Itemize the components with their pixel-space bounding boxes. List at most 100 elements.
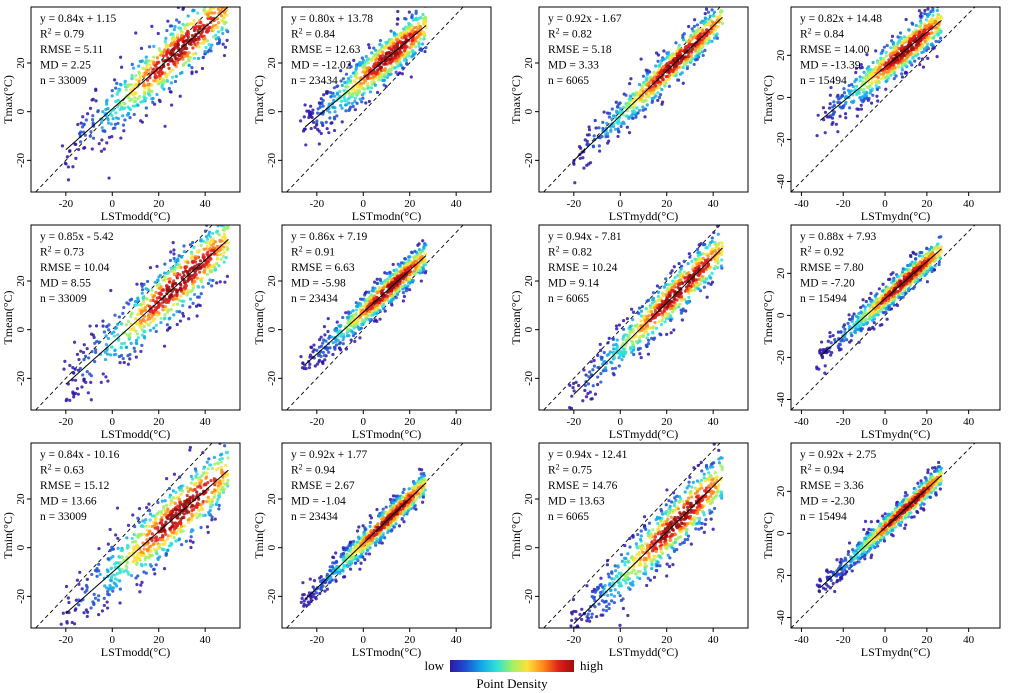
density-point	[154, 290, 158, 294]
density-point	[675, 298, 679, 302]
density-point	[133, 299, 138, 304]
density-point	[858, 66, 863, 70]
regression-line	[304, 25, 427, 128]
plot-frame	[281, 224, 492, 411]
density-point	[118, 107, 122, 111]
density-point	[686, 283, 690, 288]
density-point	[187, 317, 191, 321]
density-point	[168, 325, 172, 330]
density-point	[223, 236, 227, 240]
density-point	[413, 45, 418, 49]
density-point	[930, 31, 934, 35]
density-point	[625, 317, 629, 321]
density-point	[215, 257, 219, 261]
density-point	[199, 238, 203, 243]
one-to-one-line	[791, 7, 976, 192]
density-point	[181, 57, 185, 61]
density-point	[655, 284, 660, 288]
density-point	[932, 36, 936, 40]
density-point	[213, 11, 217, 15]
density-point	[392, 56, 396, 60]
density-point	[344, 347, 349, 351]
density-point	[628, 325, 632, 329]
density-point	[710, 236, 714, 240]
density-point	[149, 66, 153, 70]
density-point	[146, 317, 150, 322]
density-point	[599, 348, 603, 352]
density-point	[99, 380, 103, 384]
density-point	[602, 360, 606, 364]
density-point	[420, 261, 424, 265]
density-point	[104, 375, 108, 379]
density-point	[593, 392, 598, 396]
density-point	[698, 28, 702, 33]
density-point	[145, 279, 150, 284]
density-point	[572, 389, 576, 393]
density-point	[151, 298, 155, 303]
density-point	[379, 55, 383, 59]
x-tick-label: -20	[566, 198, 581, 210]
density-point	[225, 274, 229, 278]
density-point	[322, 93, 326, 97]
density-point	[141, 295, 145, 299]
density-point	[905, 60, 909, 64]
density-point	[687, 252, 691, 256]
density-point	[184, 39, 188, 43]
density-point	[368, 90, 373, 94]
density-point	[199, 243, 203, 248]
density-point	[103, 357, 108, 362]
density-point	[150, 97, 154, 101]
density-point	[887, 58, 891, 62]
density-point	[136, 312, 140, 316]
density-point	[366, 81, 370, 85]
density-point	[409, 264, 413, 268]
density-point	[698, 256, 702, 260]
density-point	[173, 46, 177, 50]
density-point	[892, 77, 896, 81]
density-point	[404, 289, 408, 293]
point-cloud	[571, 7, 725, 185]
density-point	[190, 288, 195, 292]
density-point	[224, 28, 229, 32]
density-point	[355, 101, 359, 105]
density-point	[658, 93, 663, 97]
density-point	[890, 34, 895, 38]
density-point	[78, 132, 82, 136]
density-point	[585, 133, 590, 137]
density-point	[694, 47, 698, 51]
r-squared: R2 = 0.84	[291, 27, 335, 41]
density-point	[76, 392, 80, 396]
density-point	[151, 100, 155, 104]
density-point	[187, 63, 191, 67]
density-point	[697, 243, 701, 247]
density-point	[374, 61, 378, 65]
density-point	[589, 360, 593, 364]
density-point	[939, 2, 942, 5]
density-point	[147, 92, 151, 96]
density-point	[395, 32, 399, 37]
density-point	[210, 43, 214, 47]
x-tick-label: 40	[451, 416, 463, 428]
density-point	[68, 149, 72, 153]
density-point	[165, 52, 169, 56]
density-point	[105, 100, 109, 104]
density-point	[629, 77, 633, 81]
density-point	[196, 11, 200, 15]
mean-difference: MD = -5.98	[291, 278, 346, 290]
density-point	[155, 92, 159, 97]
density-point	[896, 64, 901, 68]
density-point	[99, 149, 104, 153]
density-point	[130, 62, 134, 67]
density-point	[653, 315, 657, 319]
density-point	[396, 275, 401, 279]
density-point	[409, 75, 413, 79]
density-point	[367, 310, 372, 314]
density-point	[137, 70, 141, 74]
density-point	[316, 111, 320, 115]
density-point	[175, 302, 180, 306]
density-point	[319, 354, 323, 358]
density-point	[650, 92, 654, 96]
density-point	[140, 333, 145, 337]
mean-difference: MD = 8.55	[40, 278, 91, 290]
density-point	[152, 61, 156, 65]
